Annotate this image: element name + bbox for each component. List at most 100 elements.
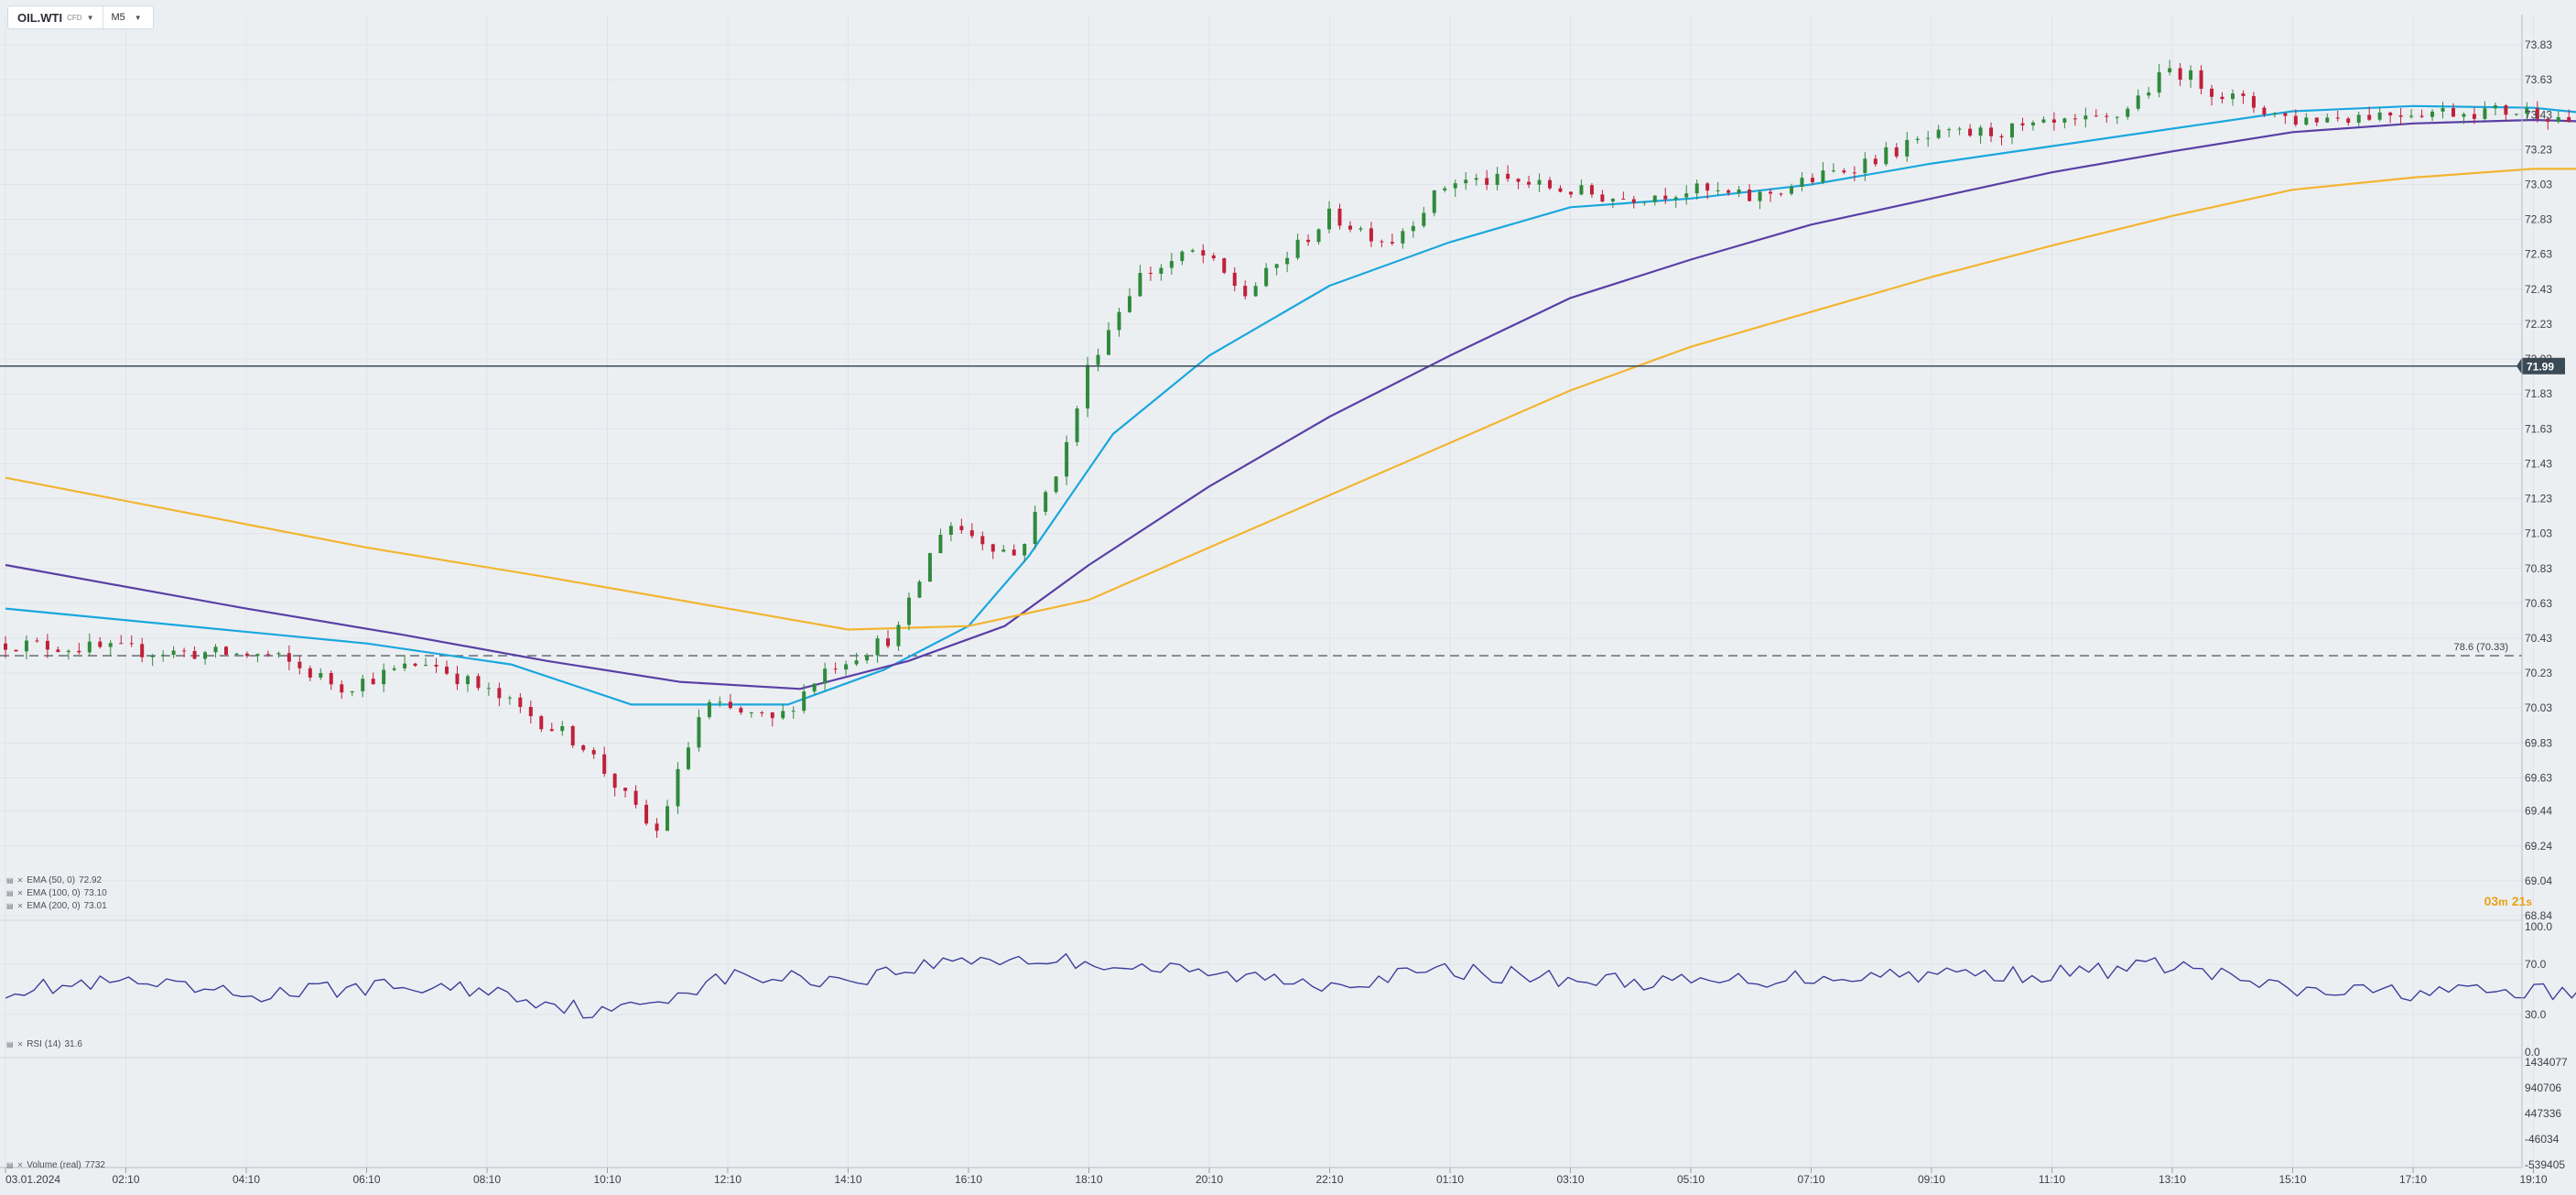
candle[interactable]	[1568, 191, 1573, 199]
candle[interactable]	[424, 657, 428, 667]
candle[interactable]	[633, 785, 638, 809]
candle[interactable]	[823, 662, 828, 690]
candle[interactable]	[1716, 181, 1720, 195]
candle[interactable]	[171, 646, 176, 658]
candle[interactable]	[2189, 65, 2193, 88]
candle[interactable]	[2346, 116, 2351, 126]
candle[interactable]	[1873, 155, 1878, 168]
candle[interactable]	[2451, 103, 2455, 117]
legend-ema100[interactable]: ▤ ✕ EMA (100, 0) 73.10	[6, 888, 107, 898]
candle[interactable]	[2356, 112, 2361, 127]
candle[interactable]	[2335, 110, 2340, 122]
candle[interactable]	[234, 652, 239, 657]
candle[interactable]	[265, 650, 270, 657]
candle[interactable]	[1285, 251, 1290, 273]
candle[interactable]	[308, 665, 312, 681]
candle[interactable]	[969, 523, 974, 538]
candle[interactable]	[350, 690, 354, 697]
candle[interactable]	[1065, 435, 1069, 485]
candle[interactable]	[361, 674, 365, 698]
candle[interactable]	[980, 531, 985, 550]
candle[interactable]	[1610, 198, 1615, 209]
candle[interactable]	[2030, 120, 2035, 131]
candle[interactable]	[865, 653, 870, 664]
candle[interactable]	[1138, 265, 1142, 298]
candle[interactable]	[1432, 190, 1436, 217]
candle[interactable]	[1485, 169, 1489, 190]
candle[interactable]	[2262, 105, 2267, 117]
candle[interactable]	[2493, 102, 2497, 115]
candle[interactable]	[1253, 282, 1258, 298]
candle[interactable]	[707, 699, 711, 720]
candle[interactable]	[1589, 182, 1594, 198]
candle[interactable]	[1821, 162, 1825, 184]
candle[interactable]	[465, 674, 470, 692]
candle[interactable]	[833, 662, 838, 674]
candle[interactable]	[2556, 111, 2560, 124]
candle[interactable]	[2199, 65, 2203, 95]
settings-icon[interactable]: ▤	[6, 876, 14, 885]
candle[interactable]	[1159, 264, 1164, 281]
candle[interactable]	[1769, 188, 1773, 202]
candle[interactable]	[1117, 308, 1121, 337]
candle[interactable]	[1989, 122, 1994, 143]
candle[interactable]	[87, 633, 92, 656]
candle[interactable]	[2441, 102, 2445, 119]
candle[interactable]	[2567, 109, 2571, 123]
candle[interactable]	[518, 693, 523, 713]
candle[interactable]	[2535, 101, 2539, 123]
candle[interactable]	[1726, 189, 1731, 196]
candle[interactable]	[486, 682, 491, 696]
candle[interactable]	[1474, 173, 1478, 186]
candle[interactable]	[66, 649, 70, 660]
candle[interactable]	[802, 684, 806, 714]
candle[interactable]	[2051, 112, 2056, 131]
candle[interactable]	[2293, 109, 2298, 127]
candle[interactable]	[623, 788, 628, 798]
candle[interactable]	[1968, 124, 1973, 137]
candle[interactable]	[24, 635, 28, 660]
candle[interactable]	[1453, 179, 1457, 198]
candle[interactable]	[1232, 266, 1237, 292]
candle[interactable]	[140, 637, 145, 663]
candle[interactable]	[539, 714, 544, 733]
candle[interactable]	[770, 712, 774, 727]
candle[interactable]	[224, 646, 229, 657]
candle[interactable]	[1663, 187, 1668, 204]
candle[interactable]	[1295, 234, 1300, 261]
candle[interactable]	[2325, 114, 2330, 124]
candle[interactable]	[14, 649, 18, 652]
candle[interactable]	[812, 683, 817, 695]
candle[interactable]	[319, 668, 323, 680]
candle[interactable]	[2147, 86, 2151, 99]
candle[interactable]	[1673, 195, 1678, 208]
candle[interactable]	[927, 552, 932, 582]
candle[interactable]	[1957, 126, 1962, 136]
candle[interactable]	[298, 655, 302, 675]
candle[interactable]	[2009, 123, 2014, 145]
candle[interactable]	[56, 646, 60, 653]
candle[interactable]	[1443, 186, 1447, 193]
candle[interactable]	[1401, 228, 1405, 249]
candle[interactable]	[644, 799, 649, 826]
candle[interactable]	[413, 662, 417, 668]
candle[interactable]	[2241, 90, 2246, 104]
candle[interactable]	[1148, 266, 1153, 281]
candle[interactable]	[1075, 406, 1079, 447]
candle[interactable]	[2084, 107, 2088, 128]
candle[interactable]	[2220, 92, 2224, 103]
candle[interactable]	[119, 635, 124, 645]
candle[interactable]	[1044, 490, 1048, 516]
candle[interactable]	[1842, 168, 1846, 175]
candle[interactable]	[886, 630, 891, 648]
candle[interactable]	[1033, 505, 1037, 549]
candle[interactable]	[244, 651, 249, 658]
candle[interactable]	[1894, 143, 1899, 159]
candle[interactable]	[1600, 190, 1605, 203]
candle[interactable]	[1748, 184, 1752, 202]
candle[interactable]	[2419, 109, 2424, 119]
candle[interactable]	[1222, 257, 1227, 275]
candle[interactable]	[1506, 165, 1510, 182]
candle[interactable]	[896, 621, 901, 651]
